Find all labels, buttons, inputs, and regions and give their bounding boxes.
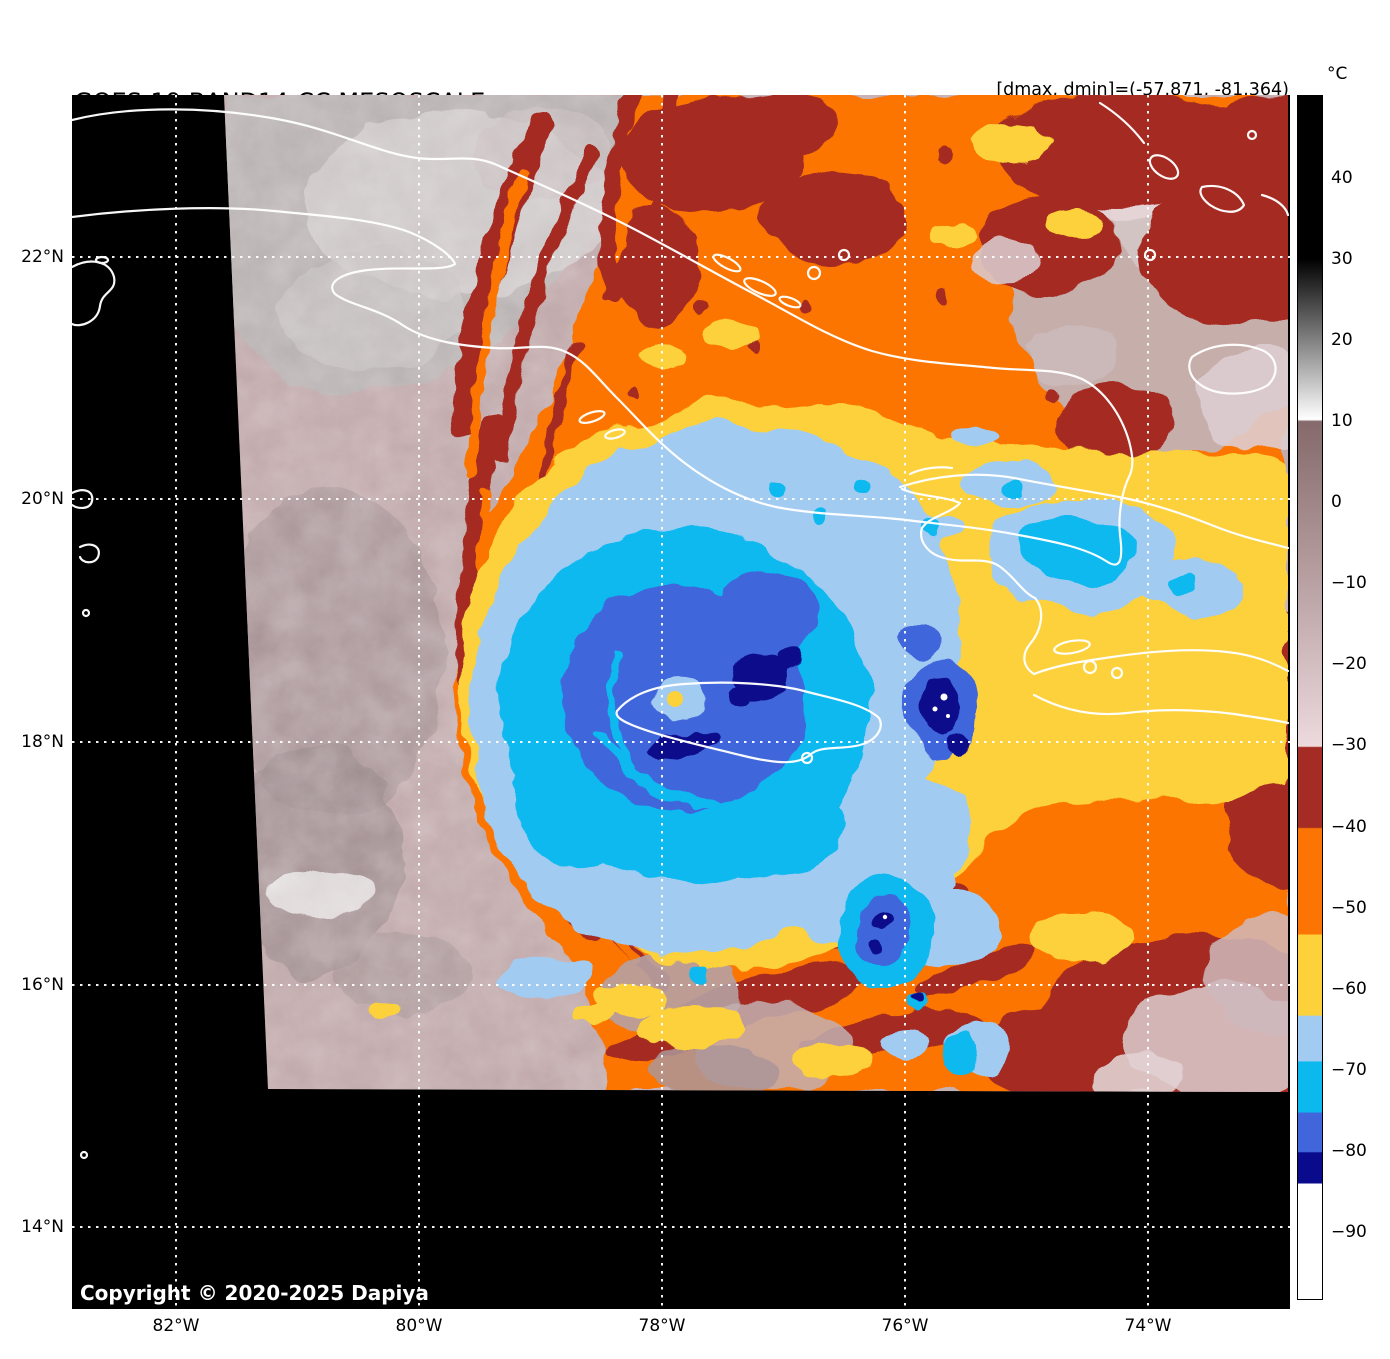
lon-label-76w: 76°W [881, 1316, 929, 1336]
temperature-colorbar [1297, 95, 1323, 1300]
colorbar-unit-label: °C [1327, 64, 1348, 84]
lat-label-18n: 18°N [21, 732, 64, 752]
colorbar-tick-m60: −60 [1331, 979, 1367, 999]
colorbar-tick-m30: −30 [1331, 735, 1367, 755]
gridlines [72, 95, 1290, 1309]
great-inagua [1188, 343, 1277, 395]
lon-label-80w: 80°W [395, 1316, 443, 1336]
colorbar-tick-20: 20 [1331, 330, 1353, 350]
cuba-north-coast [72, 108, 1134, 479]
colorbar-tick-0: 0 [1331, 492, 1342, 512]
satellite-map [72, 95, 1290, 1309]
colorbar-tick-m90: −90 [1331, 1222, 1367, 1242]
haiti-south-peninsula-n [1032, 649, 1290, 676]
lon-label-74w: 74°W [1124, 1316, 1172, 1336]
colorbar-tick-30: 30 [1331, 249, 1353, 269]
copyright-text: Copyright © 2020-2025 Dapiya [80, 1281, 429, 1305]
data-sector [224, 95, 1288, 1092]
navy-overshoots [646, 648, 970, 1002]
cuba-south-coast [72, 207, 1131, 566]
haiti-nw-claw [900, 487, 1043, 676]
satellite-imagery [72, 95, 1290, 1309]
lat-label-20n: 20°N [21, 489, 64, 509]
tortue-island [908, 466, 954, 476]
lon-label-78w: 78°W [638, 1316, 686, 1336]
lon-label-82w: 82°W [152, 1316, 200, 1336]
jamaica-coast [615, 681, 882, 764]
lat-label-22n: 22°N [21, 247, 64, 267]
colorbar-tick-m80: −80 [1331, 1141, 1367, 1161]
colorbar-tick-40: 40 [1331, 168, 1353, 188]
colorbar-tick-m40: −40 [1331, 817, 1367, 837]
lat-label-16n: 16°N [21, 975, 64, 995]
colorbar-tick-10: 10 [1331, 411, 1353, 431]
colorbar-tick-m70: −70 [1331, 1060, 1367, 1080]
coastlines [72, 101, 1290, 1160]
colorbar-tick-m50: −50 [1331, 898, 1367, 918]
haiti-south-peninsula-s [1032, 693, 1290, 725]
colorbar-tick-m10: −10 [1331, 573, 1367, 593]
colorbar-tick-m20: −20 [1331, 654, 1367, 674]
hurricane-eye [653, 678, 707, 720]
hispaniola-north-coast [898, 473, 1290, 550]
lat-label-14n: 14°N [21, 1217, 64, 1237]
